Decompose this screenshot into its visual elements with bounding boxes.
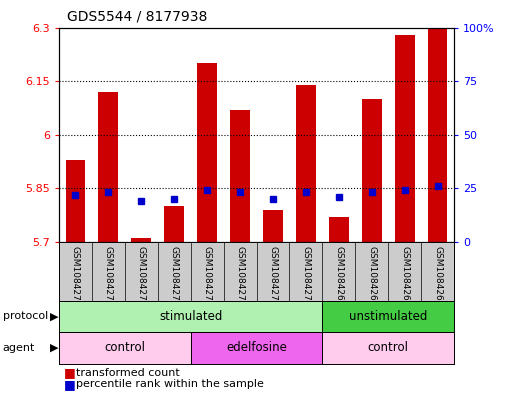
Text: GSM1084263: GSM1084263	[433, 246, 442, 307]
Text: GSM1084273: GSM1084273	[104, 246, 113, 307]
Bar	[362, 99, 382, 242]
Text: GSM1084279: GSM1084279	[301, 246, 310, 307]
Text: GSM1084260: GSM1084260	[334, 246, 343, 307]
Text: agent: agent	[3, 343, 35, 353]
Bar	[59, 301, 322, 332]
Bar	[329, 217, 349, 242]
Text: GSM1084277: GSM1084277	[235, 246, 245, 307]
Bar	[322, 332, 454, 364]
Text: GSM1084278: GSM1084278	[268, 246, 278, 307]
Text: ■: ■	[64, 378, 76, 391]
Text: GSM1084261: GSM1084261	[367, 246, 376, 307]
Bar	[98, 92, 118, 242]
Bar	[296, 84, 315, 242]
Text: stimulated: stimulated	[159, 310, 222, 323]
Text: protocol: protocol	[3, 311, 48, 321]
Text: ▶: ▶	[50, 311, 58, 321]
Bar	[197, 63, 217, 242]
Text: control: control	[368, 341, 409, 354]
Text: control: control	[104, 341, 145, 354]
Bar	[191, 332, 322, 364]
Text: GSM1084262: GSM1084262	[400, 246, 409, 307]
Bar	[263, 209, 283, 242]
Text: transformed count: transformed count	[76, 367, 180, 378]
Bar	[59, 332, 191, 364]
Text: edelfosine: edelfosine	[226, 341, 287, 354]
Text: ■: ■	[64, 366, 76, 379]
Bar	[322, 301, 454, 332]
Text: GSM1084272: GSM1084272	[71, 246, 80, 307]
Bar	[164, 206, 184, 242]
Text: GDS5544 / 8177938: GDS5544 / 8177938	[67, 9, 207, 24]
Bar	[66, 160, 85, 242]
Bar	[131, 238, 151, 242]
Text: percentile rank within the sample: percentile rank within the sample	[76, 379, 264, 389]
Text: unstimulated: unstimulated	[349, 310, 427, 323]
Bar	[428, 28, 447, 242]
Text: GSM1084275: GSM1084275	[170, 246, 179, 307]
Bar	[230, 110, 250, 242]
Text: GSM1084276: GSM1084276	[203, 246, 212, 307]
Bar	[394, 35, 415, 242]
Text: GSM1084274: GSM1084274	[137, 246, 146, 307]
Text: ▶: ▶	[50, 343, 58, 353]
